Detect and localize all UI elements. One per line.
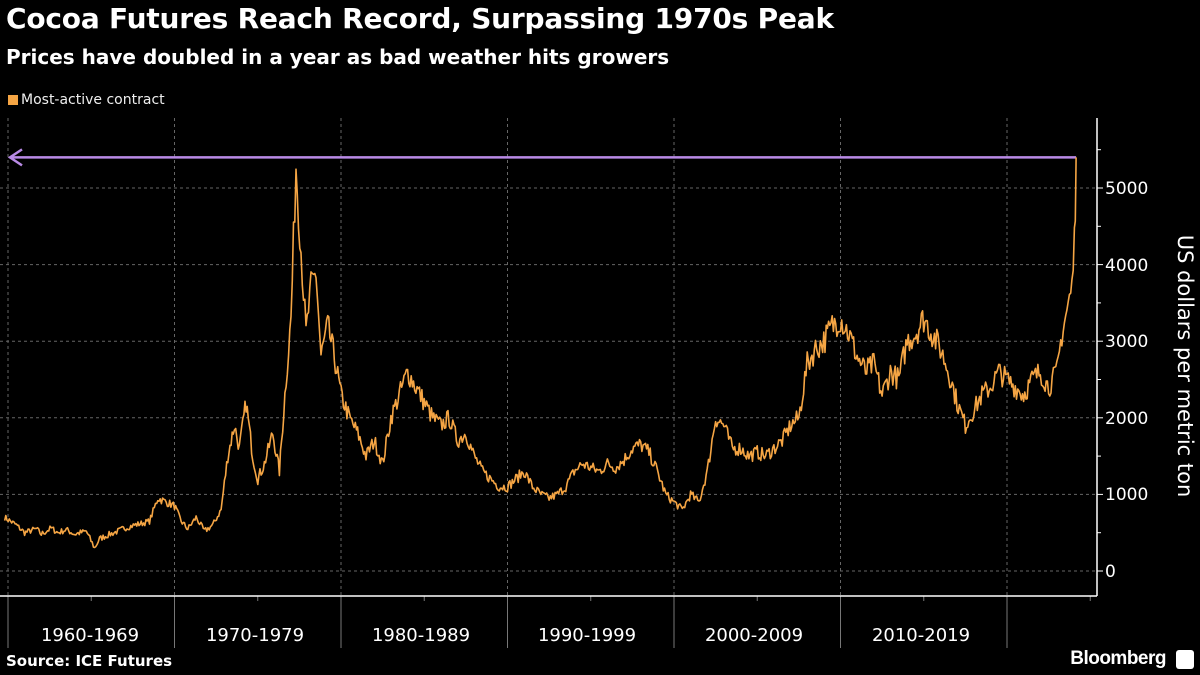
price-line [3,157,1077,549]
x-tick-label-1970s: 1970-1979 [206,625,304,646]
x-tick-label-1980s: 1980-1989 [372,625,470,646]
y-tick-label-2000: 2000 [1105,409,1148,429]
legend: Most-active contract [8,92,165,108]
y-tick-label-3000: 3000 [1105,332,1148,352]
bloomberg-logo: Bloomberg [1070,648,1166,669]
legend-label: Most-active contract [21,92,165,108]
y-axis-title: US dollars per metric ton [1173,235,1197,498]
chart-subtitle: Prices have doubled in a year as bad wea… [6,45,670,69]
x-tick-label-2000s: 2000-2009 [705,625,803,646]
bloomberg-chart-icon [1176,650,1194,669]
x-tick-label-2010s: 2010-2019 [872,625,970,646]
legend-swatch [8,95,18,105]
x-tick-label-1990s: 1990-1999 [538,625,636,646]
y-tick-label-1000: 1000 [1105,485,1148,505]
y-tick-label-4000: 4000 [1105,256,1148,276]
x-tick-label-1960s: 1960-1969 [41,625,139,646]
y-tick-label-5000: 5000 [1105,179,1148,199]
source-note: Source: ICE Futures [6,652,173,670]
y-tick-label-0: 0 [1105,562,1116,582]
arrow-head-icon [7,148,23,167]
chart-title: Cocoa Futures Reach Record, Surpassing 1… [6,2,834,35]
